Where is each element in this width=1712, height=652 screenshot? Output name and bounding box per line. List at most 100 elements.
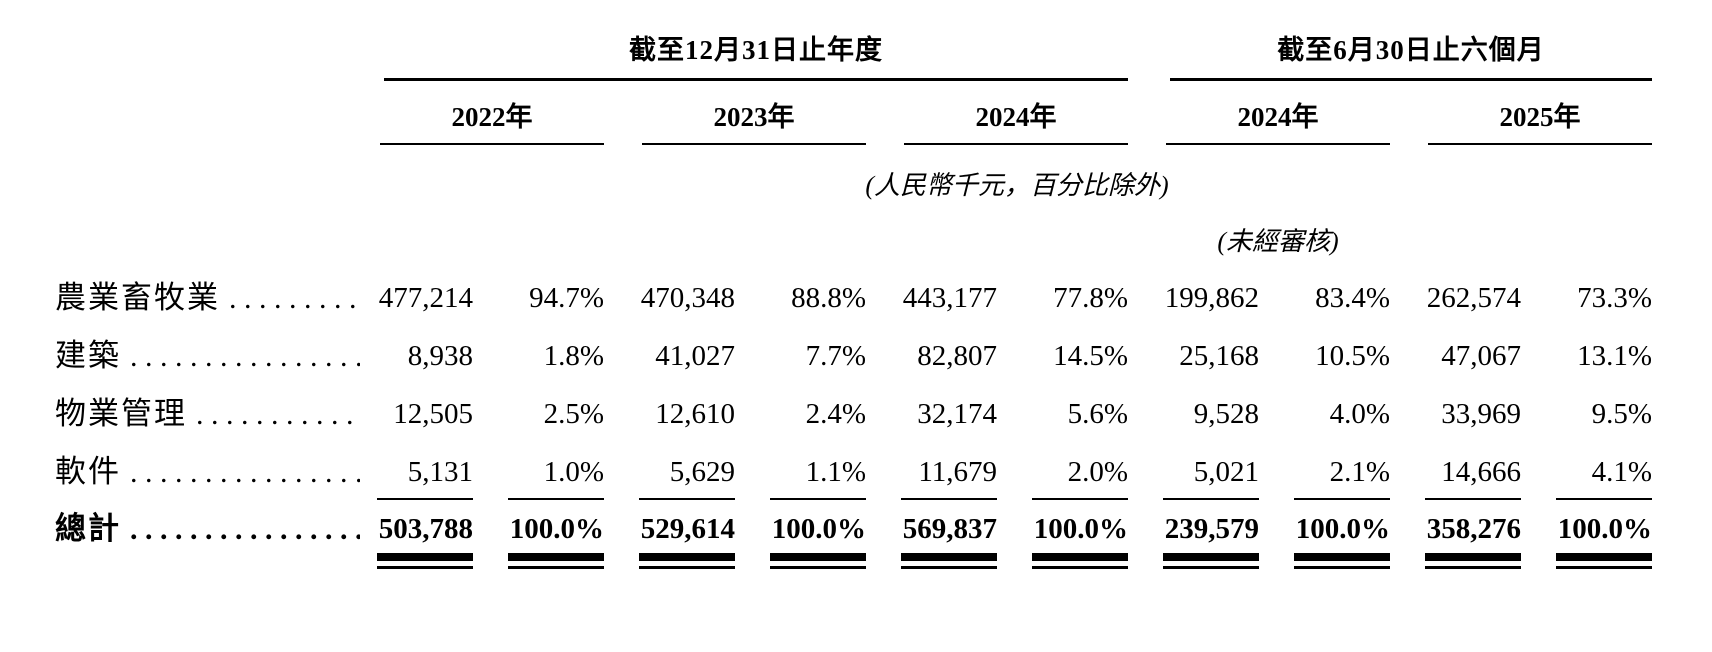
percent-cell: 14.5% <box>1053 340 1129 372</box>
dot-leader <box>187 399 360 430</box>
percent-cell: 5.6% <box>1067 398 1129 430</box>
table-row-total: 總計 503,788 100.0% 529,614 100.0% 569,837… <box>55 500 1652 545</box>
row-label: 物業管理 <box>55 396 187 431</box>
percent-cell: 94.7% <box>529 282 604 314</box>
value-cell: 5,629 <box>669 456 735 488</box>
segment-revenue-table: 截至12月31日止年度 截至6月30日止六個月 2022年 2023年 2024… <box>55 25 1653 569</box>
column-rule <box>1294 498 1391 500</box>
value-cell: 5,021 <box>1193 456 1260 488</box>
total-double-rule <box>639 553 735 569</box>
total-percent-cell: 100.0% <box>1557 513 1653 545</box>
column-rule <box>1163 498 1260 500</box>
double-rule-cell <box>997 545 1129 569</box>
total-double-rule <box>1294 553 1391 569</box>
total-value-cell: 503,788 <box>378 513 473 545</box>
spacer-cell <box>55 200 342 256</box>
column-rule-cell <box>473 488 604 500</box>
group-header-row: 截至12月31日止年度 截至6月30日止六個月 <box>55 25 1653 81</box>
spacer-cell <box>55 145 342 200</box>
total-double-rule-row <box>55 545 1653 569</box>
column-rule <box>377 498 473 500</box>
row-label: 建築 <box>55 338 121 373</box>
value-cell: 11,679 <box>918 456 997 488</box>
column-rule-cell <box>866 488 997 500</box>
column-rule <box>1556 498 1653 500</box>
value-cell: 5,131 <box>407 456 473 488</box>
year-cell: 2022年 <box>342 81 604 145</box>
total-double-rule <box>377 553 473 569</box>
total-percent-cell: 100.0% <box>1033 513 1129 545</box>
value-cell: 9,528 <box>1193 398 1260 430</box>
year-header-2024: 2024年 <box>904 81 1129 145</box>
double-rule-cell <box>342 545 473 569</box>
column-rule-cell <box>1128 488 1260 500</box>
column-rule-cell <box>735 488 866 500</box>
table-row-construction: 建築 8,938 1.8% 41,027 7.7% 82,807 14.5% 2… <box>55 314 1652 372</box>
total-value-cell: 239,579 <box>1164 513 1260 545</box>
value-cell: 14,666 <box>1441 456 1522 488</box>
spacer-cell <box>55 25 342 81</box>
column-rule <box>639 498 735 500</box>
year-header-2025: 2025年 <box>1428 81 1653 145</box>
total-label: 總計 <box>55 511 121 546</box>
percent-cell: 83.4% <box>1315 282 1391 314</box>
spacer-cell <box>1390 200 1652 256</box>
column-rule <box>770 498 866 500</box>
row-label: 軟件 <box>55 454 121 489</box>
value-cell: 199,862 <box>1164 282 1260 314</box>
value-cell: 32,174 <box>917 398 997 430</box>
dot-leader <box>121 457 360 488</box>
units-note-row: (人民幣千元，百分比除外) <box>55 145 1652 200</box>
spacer-cell <box>55 81 342 145</box>
column-rule-cell <box>1521 488 1653 500</box>
double-rule-cell <box>866 545 997 569</box>
dot-leader <box>121 514 360 545</box>
column-rule-cell <box>342 488 473 500</box>
total-percent-cell: 100.0% <box>771 513 866 545</box>
year-cell: 2024年 <box>1128 81 1391 145</box>
value-cell: 47,067 <box>1441 340 1522 372</box>
percent-cell: 73.3% <box>1577 282 1653 314</box>
percent-cell: 2.1% <box>1329 456 1391 488</box>
value-cell: 12,610 <box>655 398 735 430</box>
percent-cell: 2.0% <box>1067 456 1129 488</box>
total-value-cell: 569,837 <box>902 513 997 545</box>
total-value-cell: 529,614 <box>640 513 735 545</box>
percent-cell: 7.7% <box>805 340 866 372</box>
interim-group-cell: 截至6月30日止六個月 <box>1128 25 1653 81</box>
row-label-cell: 軟件 <box>55 430 342 488</box>
spacer-cell <box>342 200 1128 256</box>
year-header-2024-interim: 2024年 <box>1166 81 1391 145</box>
percent-cell: 1.0% <box>543 456 604 488</box>
column-rule-cell <box>1390 488 1522 500</box>
percent-cell: 88.8% <box>791 282 866 314</box>
value-cell: 477,214 <box>378 282 473 314</box>
unaudited-note-row: (未經審核) <box>55 200 1652 256</box>
percent-cell: 2.4% <box>805 398 866 430</box>
annual-group-header: 截至12月31日止年度 <box>384 25 1129 81</box>
year-cell: 2023年 <box>604 81 866 145</box>
unaudited-note: (未經審核) <box>1217 227 1339 256</box>
total-double-rule <box>770 553 866 569</box>
percent-cell: 77.8% <box>1053 282 1129 314</box>
percent-cell: 9.5% <box>1591 398 1653 430</box>
percent-cell: 2.5% <box>543 398 604 430</box>
dot-leader <box>220 283 360 314</box>
double-rule-cell <box>1259 545 1391 569</box>
percent-cell: 10.5% <box>1315 340 1391 372</box>
value-cell: 41,027 <box>655 340 735 372</box>
value-cell: 33,969 <box>1441 398 1522 430</box>
value-cell: 12,505 <box>393 398 473 430</box>
total-double-rule <box>1556 553 1653 569</box>
value-cell: 25,168 <box>1179 340 1260 372</box>
table-row-agriculture: 農業畜牧業 477,214 94.7% 470,348 88.8% 443,17… <box>55 256 1652 314</box>
double-rule-cell <box>735 545 866 569</box>
column-rule-cell <box>604 488 735 500</box>
double-rule-cell <box>1521 545 1653 569</box>
total-percent-cell: 100.0% <box>1295 513 1391 545</box>
total-percent-cell: 100.0% <box>509 513 604 545</box>
dot-leader <box>121 341 360 372</box>
value-cell: 82,807 <box>917 340 997 372</box>
percent-cell: 1.1% <box>805 456 866 488</box>
column-rule <box>1032 498 1129 500</box>
